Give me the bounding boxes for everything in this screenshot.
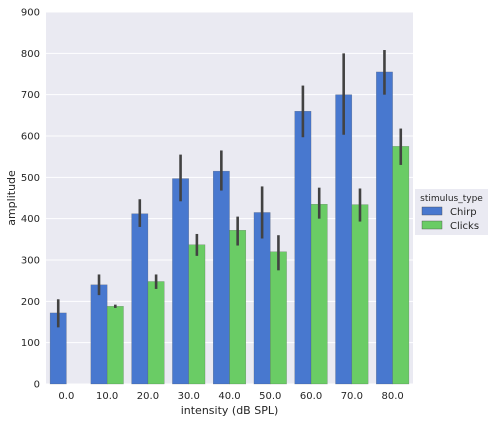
y-tick-label: 900 [21, 8, 40, 19]
x-tick-label: 80.0 [381, 391, 403, 402]
bar-clicks-30.0 [188, 244, 206, 385]
bar-clicks-70.0 [351, 204, 369, 385]
bar-clicks-80.0 [392, 146, 410, 385]
x-tick-label: 10.0 [96, 391, 118, 402]
y-tick-label: 600 [21, 132, 40, 143]
bar-chirp-40.0 [212, 170, 230, 385]
x-tick-labels: 0.0 10.0 20.0 30.0 40.0 50.0 60.0 70.0 80.0 [58, 391, 403, 402]
y-tick-label: 500 [21, 173, 40, 184]
y-tick-label: 100 [21, 338, 40, 349]
y-axis-title: amplitude [5, 170, 18, 226]
y-tick-labels: 0 100 200 300 400 500 600 700 800 900 [21, 8, 40, 391]
y-tick-label: 400 [21, 214, 40, 225]
bar-clicks-20.0 [147, 281, 165, 385]
legend-title: stimulus_type [420, 194, 483, 204]
x-tick-label: 30.0 [178, 391, 200, 402]
x-tick-label: 0.0 [58, 391, 74, 402]
y-tick-label: 800 [21, 49, 40, 60]
legend-swatch-clicks [421, 220, 443, 230]
x-tick-label: 20.0 [137, 391, 159, 402]
legend-label-clicks: Clicks [450, 221, 479, 232]
x-tick-label: 60.0 [300, 391, 322, 402]
bar-chirp-70.0 [335, 94, 353, 385]
x-tick-label: 70.0 [341, 391, 363, 402]
bar-chirp-20.0 [131, 213, 149, 385]
bar-chirp-30.0 [172, 178, 189, 385]
legend: stimulus_type Chirp Clicks [415, 189, 488, 235]
error-bars [56, 50, 403, 328]
bar-clicks-10.0 [106, 306, 124, 385]
x-axis-title: intensity (dB SPL) [181, 404, 279, 417]
y-tick-label: 0 [34, 380, 40, 391]
bar-clicks-40.0 [229, 230, 247, 385]
bar-chirp-60.0 [294, 110, 312, 385]
y-tick-label: 700 [21, 90, 40, 101]
bar-chirp-10.0 [90, 284, 108, 385]
bar-clicks-50.0 [270, 251, 287, 385]
legend-label-chirp: Chirp [450, 207, 477, 218]
x-tick-label: 40.0 [218, 391, 240, 402]
bar-clicks-60.0 [310, 203, 328, 385]
y-tick-label: 300 [21, 256, 40, 267]
legend-swatch-chirp [421, 206, 443, 216]
y-tick-label: 200 [21, 297, 40, 308]
bar-chirp-80.0 [376, 71, 393, 385]
x-tick-label: 50.0 [259, 391, 281, 402]
bars [49, 71, 410, 385]
